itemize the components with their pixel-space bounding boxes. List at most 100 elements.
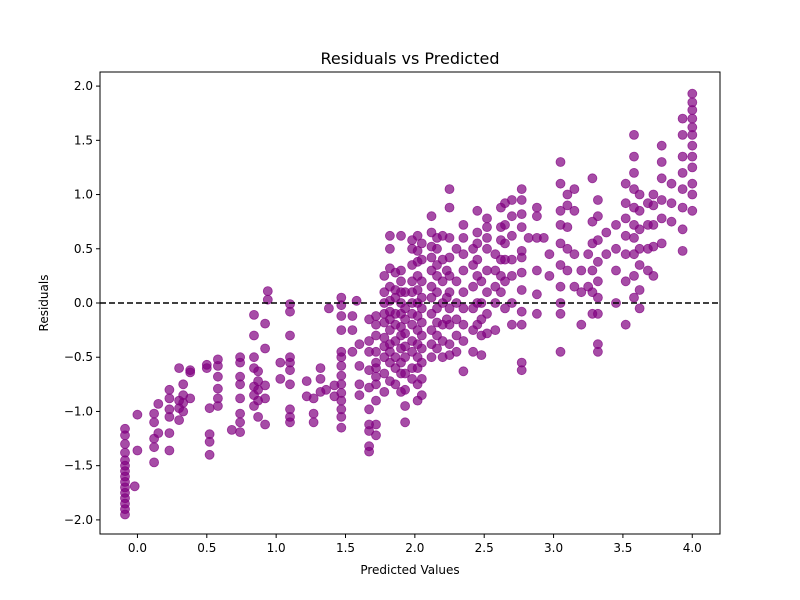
data-point (185, 367, 196, 378)
data-point (458, 232, 469, 243)
data-point (444, 184, 455, 195)
data-point (260, 318, 271, 329)
data-point (569, 184, 580, 195)
data-point (677, 202, 688, 213)
data-point (555, 178, 566, 189)
data-point (593, 292, 603, 303)
data-point (482, 222, 492, 233)
data-point (132, 409, 143, 420)
y-tick-label: 0.0 (74, 296, 93, 310)
data-point (620, 249, 631, 260)
data-point (416, 330, 427, 341)
data-point (396, 276, 406, 287)
data-point (576, 287, 587, 298)
y-tick-label: −1.5 (64, 459, 93, 473)
data-point (476, 276, 487, 287)
data-point (620, 213, 631, 224)
data-point (384, 230, 395, 241)
data-point (458, 303, 469, 314)
data-point (506, 254, 517, 265)
x-axis-ticks: 0.0 0.5 1.0 1.5 2.0 2.5 3.0 3.5 4.0 (128, 534, 702, 555)
data-point (336, 292, 347, 303)
data-point (677, 129, 688, 140)
data-point (416, 373, 427, 384)
data-point (336, 370, 347, 381)
data-point (482, 213, 492, 224)
data-point (285, 330, 295, 341)
data-point (569, 249, 580, 260)
y-tick-label: −2.0 (64, 513, 93, 527)
data-point (260, 393, 271, 404)
data-point (416, 238, 427, 249)
data-point (235, 408, 246, 419)
data-point (235, 417, 246, 428)
data-point (656, 238, 667, 249)
data-point (629, 292, 639, 303)
data-point (472, 238, 483, 249)
data-point (400, 314, 411, 325)
data-point (648, 189, 659, 200)
data-point (336, 346, 347, 357)
data-point (451, 314, 462, 325)
data-point (396, 230, 406, 241)
data-point (336, 325, 347, 336)
data-point (620, 178, 631, 189)
data-point (336, 311, 347, 321)
data-point (468, 346, 479, 357)
data-point (629, 232, 639, 243)
data-point (426, 252, 437, 263)
data-point (253, 366, 264, 377)
data-point (516, 319, 527, 330)
data-point (253, 411, 264, 422)
data-point (416, 343, 427, 354)
data-point (506, 319, 517, 330)
data-point (390, 379, 401, 390)
data-point (347, 325, 358, 336)
data-point (601, 227, 612, 238)
data-point (516, 222, 527, 233)
data-point (620, 198, 631, 209)
data-point (538, 232, 549, 243)
data-point (235, 371, 246, 382)
data-point (629, 270, 639, 281)
data-point (249, 352, 259, 363)
data-point (164, 393, 175, 404)
data-point (687, 140, 698, 151)
data-point (354, 379, 365, 390)
x-tick-label: 1.0 (267, 541, 286, 555)
data-point (129, 481, 140, 492)
x-axis-label: Predicted Values (360, 563, 459, 577)
x-tick-label: 1.5 (336, 541, 355, 555)
data-point (285, 352, 295, 363)
data-point (262, 294, 273, 305)
data-point (164, 404, 175, 415)
data-point (336, 379, 347, 390)
data-point (611, 265, 621, 276)
data-point (120, 439, 130, 449)
data-point (648, 219, 659, 230)
data-point (666, 198, 677, 209)
data-point (379, 270, 390, 281)
data-point (120, 447, 130, 458)
data-point (482, 287, 492, 298)
data-point (562, 200, 573, 211)
data-point (687, 113, 698, 124)
data-point (458, 265, 469, 276)
data-point (634, 224, 645, 235)
y-tick-label: 1.0 (74, 188, 93, 202)
data-point (562, 189, 573, 200)
data-point (555, 260, 566, 270)
data-point (400, 303, 411, 314)
data-point (587, 265, 598, 276)
data-point (416, 254, 427, 265)
data-point (321, 384, 332, 395)
data-point (416, 357, 427, 368)
data-point (500, 276, 510, 287)
data-point (648, 241, 659, 252)
data-point (601, 249, 612, 260)
data-point (532, 202, 542, 213)
data-point (666, 178, 677, 189)
data-point (516, 285, 527, 295)
data-point (235, 393, 246, 404)
data-point (426, 211, 437, 222)
